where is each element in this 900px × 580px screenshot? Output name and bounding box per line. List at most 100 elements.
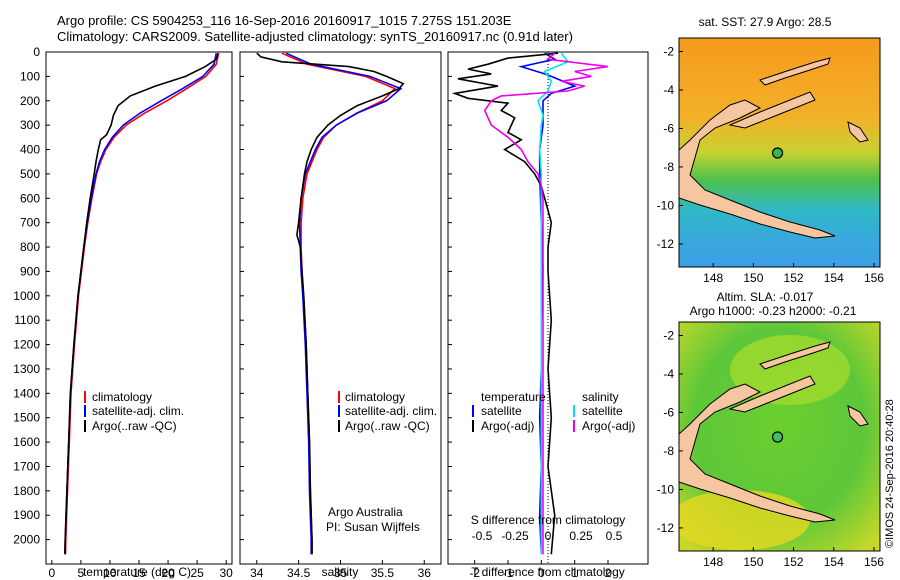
depth-tick-label: 1100 [14, 313, 40, 327]
x-tick-label: 34 [250, 566, 264, 580]
difference-lines [451, 52, 609, 555]
depth-tick-label: 1300 [13, 362, 40, 376]
bougainville-land [847, 405, 869, 427]
legend-label: climatology [92, 390, 152, 404]
x-tick-label: 0 [48, 566, 55, 580]
temperature-legend: climatology satellite-adj. clim. Argo(..… [84, 390, 184, 433]
x-tick-label: 34.5 [287, 566, 311, 580]
lat-tick-label: -8 [663, 160, 674, 174]
x-tick-label: 10 [103, 566, 117, 580]
x-tick-label: -1 [503, 566, 514, 580]
sst-map: sat. SST: 27.9 Argo: 28.5 148 150 152 154 15… [657, 15, 885, 285]
lon-tick-label: 152 [784, 555, 804, 569]
legend-header-salinity: salinity [582, 390, 619, 404]
lon-tick-label: 150 [743, 555, 763, 569]
legend-label: Argo(..raw -QC) [92, 419, 177, 433]
temperature-lines [64, 52, 220, 555]
depth-tick-label: 1900 [13, 508, 40, 522]
lon-tick-label: 156 [864, 555, 884, 569]
depth-tick-label: 300 [20, 118, 40, 132]
depth-tick-label: 600 [20, 191, 40, 205]
salinity-x-ticks: 34 34.5 35 35.5 36 [250, 560, 431, 580]
x-tick-label: 0 [538, 566, 545, 580]
sst-map-lon-ticks: 148 150 152 154 156 [703, 263, 884, 285]
s-difference-tick-label: 0.5 [606, 529, 623, 543]
lon-tick-label: 156 [864, 271, 884, 285]
x-tick-label: 2 [605, 566, 612, 580]
legend-header-temperature: temperature [481, 390, 546, 404]
series-line-climatology [281, 52, 397, 555]
sla-map-frame [678, 321, 881, 552]
x-tick-label: -2 [469, 566, 480, 580]
depth-tick-label: 1000 [13, 289, 40, 303]
series-line-argo---raw--qc- [64, 52, 219, 555]
bougainville-land [847, 121, 869, 143]
lon-tick-label: 152 [784, 271, 804, 285]
x-tick-label: 25 [190, 566, 204, 580]
legend-label: climatology [345, 390, 405, 404]
lon-tick-label: 154 [824, 555, 844, 569]
depth-tick-label: 200 [20, 94, 40, 108]
series-line-satellite-adj--clim- [64, 53, 218, 555]
depth-tick-label: 100 [20, 69, 40, 83]
series-line-satellite [537, 52, 570, 555]
temperature-panel [45, 51, 233, 565]
lat-tick-label: -6 [663, 121, 674, 135]
sla-map: Altim. SLA: -0.017 Argo h1000: -0.23 h20… [657, 290, 885, 569]
argo-position-marker [771, 431, 784, 443]
x-tick-label: 5 [78, 566, 85, 580]
legend-label: satellite [582, 404, 623, 418]
depth-tick-label: 1500 [13, 411, 40, 425]
lat-tick-label: -6 [663, 405, 674, 419]
salinity-lines [256, 52, 405, 555]
new-ireland-land [759, 57, 831, 86]
x-tick-label: 15 [132, 566, 146, 580]
salinity-panel [239, 51, 442, 565]
legend-label: Argo(-adj) [582, 419, 635, 433]
lat-tick-label: -10 [657, 482, 675, 496]
chart-title: Argo profile: CS 5904253_116 16-Sep-2016… [57, 13, 512, 28]
x-tick-label: 30 [220, 566, 234, 580]
series-line-argo--adj- [483, 52, 609, 555]
depth-tick-label: 500 [20, 167, 40, 181]
s-difference-tick-label: -0.25 [501, 529, 529, 543]
x-tick-label: 36 [418, 566, 432, 580]
lat-tick-label: -4 [663, 367, 674, 381]
series-line-climatology [64, 53, 220, 555]
difference-x-ticks: -2 -1 0 1 2 [469, 560, 612, 580]
chart-subtitle: Climatology: CARS2009. Satellite-adjuste… [57, 29, 573, 44]
depth-axis: 0 100 200 300 400 500 600 700 800 900 1000 1100 1200… [13, 45, 452, 547]
argo-position-marker [771, 147, 784, 159]
sla-map-title: Altim. SLA: -0.017 [717, 290, 814, 304]
legend-label: satellite-adj. clim. [92, 404, 184, 418]
lat-tick-label: -12 [657, 521, 675, 535]
lat-tick-label: -10 [657, 198, 675, 212]
depth-tick-label: 400 [20, 143, 40, 157]
difference-legend: temperature salinity satellite Argo(-adj… [472, 390, 635, 433]
lat-tick-label: -2 [663, 44, 674, 58]
s-difference-label: S difference from climatology [471, 513, 626, 527]
x-tick-label: 20 [161, 566, 175, 580]
temperature-x-ticks: 0 5 10 15 20 25 30 [48, 560, 233, 580]
new-guinea-land [679, 383, 836, 523]
series-line-argo--adj- [451, 52, 559, 555]
s-difference-tick-label: 0.25 [569, 529, 593, 543]
lat-tick-label: -12 [657, 237, 675, 251]
lat-tick-label: -2 [663, 328, 674, 342]
depth-tick-label: 1700 [13, 459, 40, 473]
sst-map-title: sat. SST: 27.9 Argo: 28.5 [699, 15, 832, 29]
credit-line1: Argo Australia [328, 505, 403, 519]
legend-label: satellite [481, 404, 522, 418]
depth-tick-label: 1800 [13, 484, 40, 498]
sla-map-lon-ticks: 148 150 152 154 156 [703, 547, 884, 569]
s-difference-tick-label: -0.5 [472, 529, 493, 543]
salinity-xlabel: salinity [322, 565, 359, 579]
new-britain-land [728, 375, 816, 413]
depth-tick-label: 900 [20, 264, 40, 278]
depth-tick-label: 800 [20, 240, 40, 254]
new-guinea-land [679, 99, 836, 239]
depth-tick-label: 1600 [13, 435, 40, 449]
sla-map-lat-ticks: -2 -4 -6 -8 -10 -12 [657, 328, 683, 535]
depth-tick-label: 700 [20, 216, 40, 230]
